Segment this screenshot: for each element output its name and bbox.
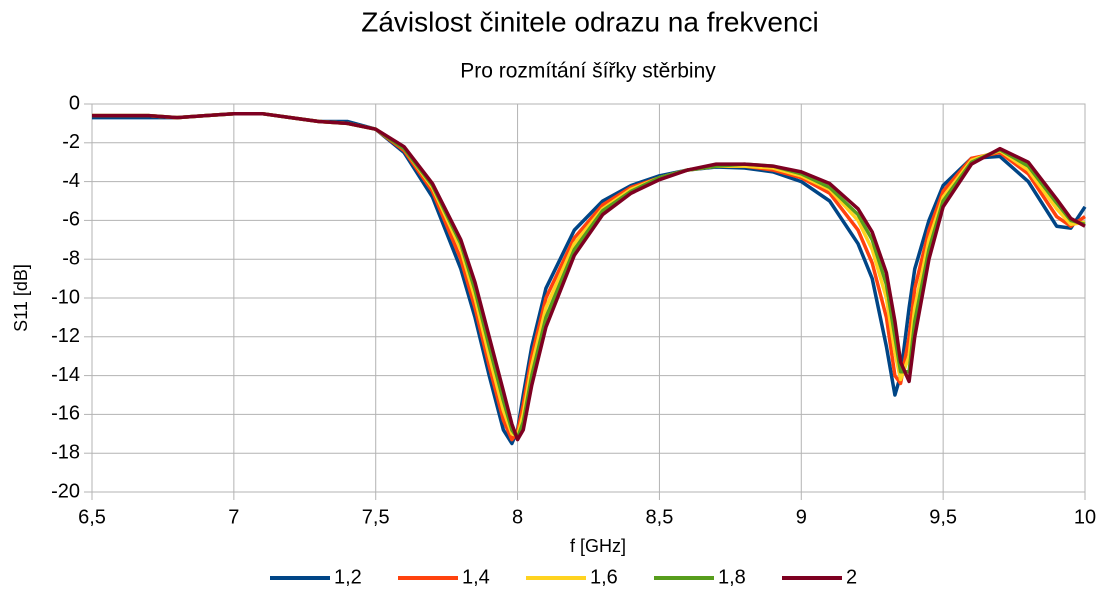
y-tick-label: 0 <box>69 92 80 114</box>
series-line <box>92 111 1086 442</box>
series-line <box>92 111 1086 440</box>
y-axis-label: S11 [dB] <box>11 264 31 332</box>
x-tick-label: 10 <box>1074 506 1096 528</box>
y-tick-label: -20 <box>51 480 80 502</box>
x-tick-label: 6,5 <box>78 506 106 528</box>
series-line <box>92 111 1086 438</box>
x-tick-label: 8,5 <box>646 506 674 528</box>
x-tick-label: 7,5 <box>362 506 390 528</box>
x-tick-label: 8 <box>512 506 523 528</box>
chart-title: Závislost činitele odrazu na frekvenci <box>361 6 819 37</box>
y-tick-label: -18 <box>51 441 80 463</box>
legend-label: 1,6 <box>590 566 618 588</box>
legend-label: 1,4 <box>462 566 490 588</box>
x-tick-label: 7 <box>228 506 239 528</box>
y-tick-label: -12 <box>51 325 80 347</box>
y-tick-label: -16 <box>51 403 80 425</box>
legend-label: 1,8 <box>718 566 746 588</box>
y-tick-label: -6 <box>62 209 80 231</box>
chart-subtitle: Pro rozmítání šířky stěrbiny <box>460 60 716 83</box>
series-line <box>92 111 1086 442</box>
y-tick-label: -2 <box>62 131 80 153</box>
legend-label: 2 <box>846 566 857 588</box>
series-line <box>92 111 1087 446</box>
plot-frame <box>91 103 1086 493</box>
x-axis-label: f [GHz] <box>570 536 626 556</box>
x-tick-label: 9 <box>796 506 807 528</box>
legend-label: 1,2 <box>334 566 362 588</box>
y-tick-label: -8 <box>62 247 80 269</box>
y-tick-label: -4 <box>62 170 80 192</box>
y-tick-label: -14 <box>51 364 80 386</box>
x-tick-label: 9,5 <box>929 506 957 528</box>
y-tick-label: -10 <box>51 286 80 308</box>
